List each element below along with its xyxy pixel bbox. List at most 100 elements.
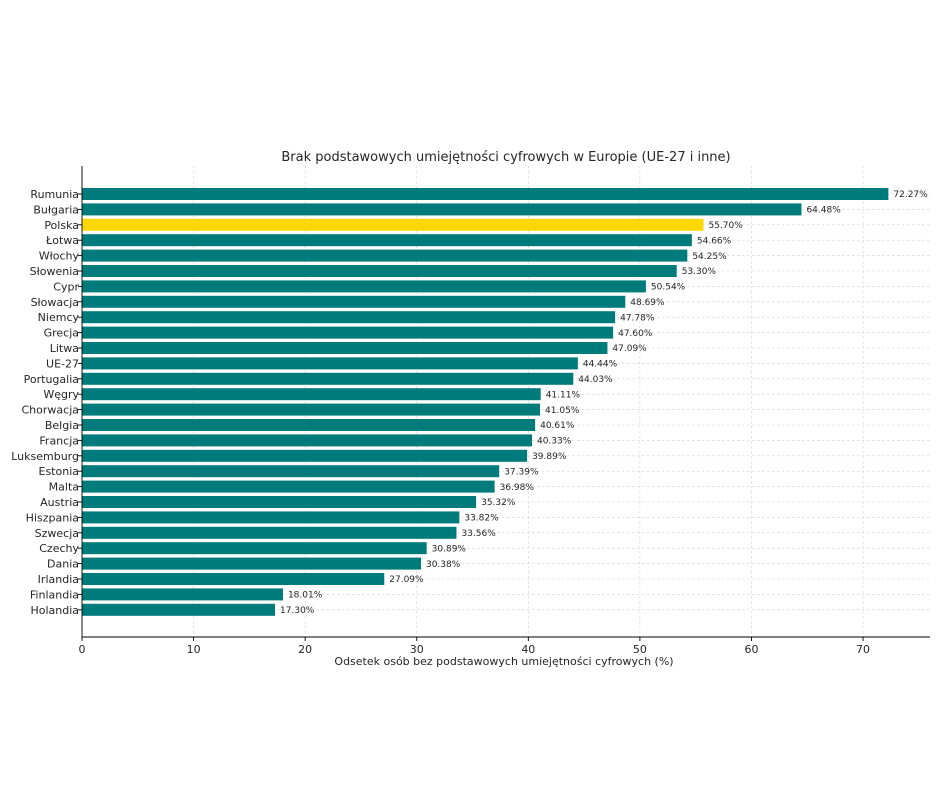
bar-value-label: 53.30% [682,267,717,277]
x-tick-label: 20 [298,643,312,656]
y-tick-label: Dania [47,558,79,571]
bar-value-label: 44.44% [583,360,618,370]
bar [82,388,541,401]
y-tick-label: Rumunia [30,188,79,201]
bar-value-label: 36.98% [500,483,535,493]
y-tick-label: Słowacja [31,296,79,309]
bar [82,542,427,555]
data-labels: 72.27% 64.48% 55.70% 54.66% 54.25% 53.30% 50.5… [280,190,928,616]
bar [82,419,536,431]
y-tick-label: Holandia [30,604,79,617]
y-tick-label: Finlandia [30,588,79,601]
bar-value-label: 33.82% [464,514,499,524]
bar [82,326,614,339]
bar-value-label: 37.39% [504,467,539,477]
y-tick-label: Czechy [39,542,79,555]
y-tick-label: Francja [39,434,79,447]
bar [82,249,688,262]
bar-value-label: 54.25% [692,252,727,262]
y-tick-label: Austria [40,496,79,509]
bar-value-label: 72.27% [893,190,928,200]
x-tick-label: 10 [187,643,201,656]
chart-title: Brak podstawowych umiejętności cyfrowych… [281,150,730,165]
bar-value-label: 27.09% [389,575,424,585]
bar-value-label: 33.56% [461,529,496,539]
y-tick-label: Łotwa [45,234,79,247]
bar [82,342,608,354]
bar-value-label: 48.69% [630,298,665,308]
bar-value-label: 54.66% [697,236,732,246]
bar [82,203,802,216]
y-tick-label: Belgia [45,419,79,432]
y-tick-label: Włochy [39,250,80,263]
y-tick-label: Słowenia [30,265,79,278]
bar-value-label: 47.78% [620,313,655,323]
y-tick-label: Chorwacja [22,404,80,417]
bar-value-label: 39.89% [532,452,567,462]
bar-value-label: 44.03% [578,375,613,385]
bar [82,449,528,462]
y-tick-label: Niemcy [38,311,80,324]
y-tick-label: Irlandia [38,573,79,586]
bar-value-label: 47.60% [618,329,653,339]
bar [82,465,500,478]
y-tick-label: Malta [49,481,79,494]
bar [82,234,692,247]
bar-value-label: 40.33% [537,437,572,447]
bar [82,573,385,585]
x-axis-ticks: 0 10 20 30 40 50 60 70 [79,637,870,656]
y-tick-label: Węgry [43,388,79,401]
x-tick-label: 70 [856,643,870,656]
bar-value-label: 55.70% [708,221,743,231]
bar-value-label: 17.30% [280,606,315,616]
y-tick-label: Polska [44,219,79,232]
bar [82,372,574,385]
bar-value-label: 47.09% [612,344,647,354]
y-tick-label: Hiszpania [26,511,79,524]
bars [82,188,889,616]
bar [82,265,677,277]
y-tick-label: Bułgaria [33,203,79,216]
y-tick-label: Grecja [44,327,79,340]
bar-value-label: 50.54% [651,283,686,293]
bar [82,557,421,570]
bar [82,295,626,308]
bar-value-label: 35.32% [481,498,516,508]
bar [82,480,495,493]
bar [82,403,541,416]
y-tick-label: Szwecja [35,527,79,540]
bar [82,280,646,293]
y-tick-label: Portugalia [24,373,79,386]
bar-value-label: 41.11% [546,390,581,400]
x-axis-label: Odsetek osób bez podstawowych umiejętnoś… [334,655,673,668]
y-tick-label: Cypr [53,280,79,293]
bar [82,603,276,616]
y-tick-label: Litwa [50,342,79,355]
bar [82,511,460,524]
bar-value-label: 40.61% [540,421,575,431]
x-tick-label: 30 [410,643,424,656]
x-tick-label: 60 [744,643,758,656]
bar-value-label: 41.05% [545,406,580,416]
y-axis-ticks: Rumunia Bułgaria Polska Łotwa Włochy Słowenia… [11,188,82,617]
bar [82,434,532,447]
bar [82,188,889,200]
bar-value-label: 64.48% [806,206,841,216]
bar [82,588,283,601]
bar-value-label: 18.01% [288,591,323,601]
x-tick-label: 40 [521,643,535,656]
bar [82,218,704,231]
x-tick-label: 0 [79,643,86,656]
y-tick-label: UE-27 [46,357,79,370]
bar [82,311,616,324]
bar [82,496,477,508]
bar-value-label: 30.38% [426,560,461,570]
bar-value-label: 30.89% [432,544,467,554]
y-tick-label: Luksemburg [11,450,79,463]
y-tick-label: Estonia [39,465,80,478]
bar [82,526,457,539]
bar [82,357,578,370]
x-tick-label: 50 [633,643,647,656]
